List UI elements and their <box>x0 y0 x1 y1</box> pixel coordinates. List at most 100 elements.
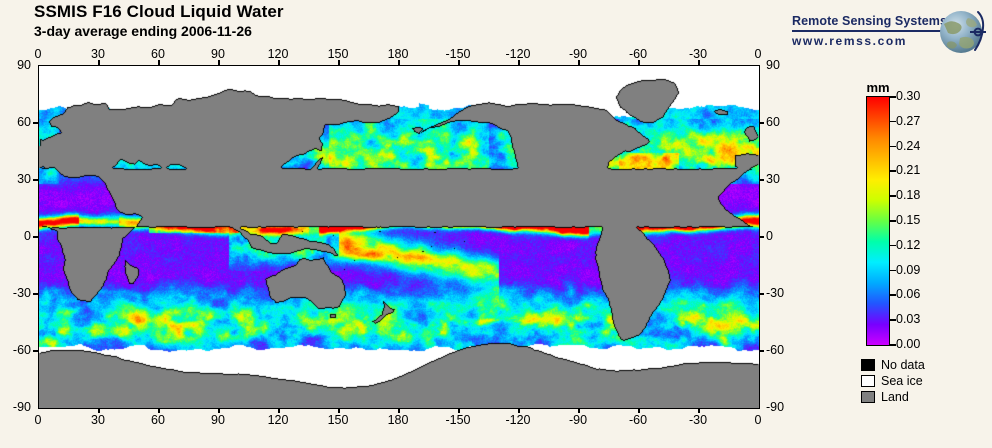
x-axis-label: 120 <box>267 47 289 61</box>
colorbar-tick-label: 0.27 <box>896 113 921 128</box>
colorbar-tick <box>889 170 896 172</box>
y-axis-label: 90 <box>17 58 31 72</box>
y-axis-tick <box>33 293 38 295</box>
legend-label: Sea ice <box>881 374 923 388</box>
x-axis-label: 0 <box>34 47 42 61</box>
y-axis-label: 0 <box>24 229 31 243</box>
colorbar-tick-label: 0.03 <box>896 312 921 327</box>
y-axis-label: -60 <box>12 343 31 357</box>
cloud-liquid-water-heatmap[interactable] <box>39 66 759 408</box>
colorbar-tick-label: 0.18 <box>896 188 921 203</box>
legend-item: Sea ice <box>861 373 925 389</box>
colorbar-tick-label: 0.06 <box>896 287 921 302</box>
y-axis-label: 60 <box>17 115 31 129</box>
x-axis-tick <box>638 60 640 65</box>
x-axis-label: -90 <box>568 413 588 427</box>
colorbar[interactable] <box>866 96 890 346</box>
colorbar-tick <box>889 220 896 222</box>
x-axis-tick <box>638 408 640 413</box>
x-axis-tick <box>338 408 340 413</box>
title-block: SSMIS F16 Cloud Liquid Water 3-day avera… <box>34 2 284 40</box>
x-axis-tick <box>98 408 100 413</box>
x-axis-tick <box>218 408 220 413</box>
x-axis-label: 180 <box>387 47 409 61</box>
legend-label: Land <box>881 390 909 404</box>
y-axis-label: -30 <box>12 286 31 300</box>
x-axis-label: 150 <box>327 413 349 427</box>
class-legend: No data Sea ice Land <box>861 357 925 405</box>
legend-swatch <box>861 359 875 371</box>
map-plot-area[interactable] <box>38 65 760 409</box>
y-axis-tick <box>33 350 38 352</box>
colorbar-tick <box>889 269 896 272</box>
colorbar-tick-label: 0.09 <box>896 262 921 277</box>
x-axis-label: -120 <box>505 47 531 61</box>
y-axis-tick <box>33 122 38 124</box>
colorbar-tick <box>889 145 896 148</box>
x-axis-tick <box>518 408 520 413</box>
colorbar-tick <box>889 120 896 123</box>
x-axis-tick <box>578 60 580 65</box>
colorbar-tick <box>889 195 896 197</box>
x-axis-tick <box>698 408 700 413</box>
x-axis-tick <box>698 60 700 65</box>
legend-item: Land <box>861 389 925 405</box>
y-axis-tick <box>759 293 764 295</box>
legend-swatch <box>861 375 875 387</box>
x-axis-label: 60 <box>151 47 165 61</box>
x-axis-tick <box>98 60 100 65</box>
logo-website-url: www.remss.com <box>792 34 908 48</box>
logo-divider <box>792 30 942 32</box>
colorbar-tick-label: 0.24 <box>896 138 921 153</box>
x-axis-label: 0 <box>754 47 762 61</box>
y-axis-label: 60 <box>766 115 780 129</box>
x-axis-tick <box>458 408 460 413</box>
y-axis-tick <box>759 236 764 238</box>
page-subtitle: 3-day average ending 2006-11-26 <box>34 23 252 39</box>
x-axis-label: -90 <box>568 47 588 61</box>
x-axis-label: 30 <box>91 47 105 61</box>
x-axis-label: -30 <box>688 413 708 427</box>
x-axis-tick <box>278 408 280 413</box>
y-axis-tick <box>33 236 38 238</box>
remss-logo[interactable]: Remote Sensing Systems www.remss.com <box>792 8 988 56</box>
x-axis-tick <box>278 60 280 65</box>
colorbar-tick <box>889 319 896 321</box>
x-axis-label: 120 <box>267 413 289 427</box>
x-axis-label: -150 <box>445 47 471 61</box>
x-axis-label: 0 <box>34 413 42 427</box>
y-axis-label: 30 <box>766 172 780 186</box>
y-axis-tick <box>759 350 764 352</box>
y-axis-tick <box>759 122 764 124</box>
page-title: SSMIS F16 Cloud Liquid Water <box>34 2 284 21</box>
y-axis-label: -90 <box>12 400 31 414</box>
x-axis-tick <box>158 60 160 65</box>
x-axis-tick <box>398 60 400 65</box>
legend-swatch <box>861 391 875 403</box>
x-axis-label: -30 <box>688 47 708 61</box>
y-axis-label: 0 <box>766 229 773 243</box>
x-axis-tick <box>218 60 220 65</box>
y-axis-label: -90 <box>766 400 785 414</box>
colorbar-tick-label: 0.15 <box>896 213 921 227</box>
x-axis-label: -120 <box>505 413 531 427</box>
colorbar-tick <box>889 96 896 98</box>
x-axis-label: 90 <box>211 47 225 61</box>
x-axis-label: 90 <box>211 413 225 427</box>
logo-company-name: Remote Sensing Systems <box>792 14 948 28</box>
x-axis-label: 150 <box>327 47 349 61</box>
colorbar-tick <box>889 244 896 247</box>
y-axis-tick <box>33 179 38 181</box>
x-axis-label: 60 <box>151 413 165 427</box>
colorbar-tick-label: 0.21 <box>896 163 921 178</box>
y-axis-label: -60 <box>766 343 785 357</box>
colorbar-gradient <box>867 97 889 345</box>
legend-item: No data <box>861 357 925 373</box>
x-axis-label: 30 <box>91 413 105 427</box>
x-axis-tick <box>578 408 580 413</box>
x-axis-tick <box>398 408 400 413</box>
colorbar-tick <box>889 344 896 346</box>
colorbar-tick-label: 0.12 <box>896 237 921 252</box>
y-axis-label: 90 <box>766 58 780 72</box>
x-axis-label: -150 <box>445 413 471 427</box>
